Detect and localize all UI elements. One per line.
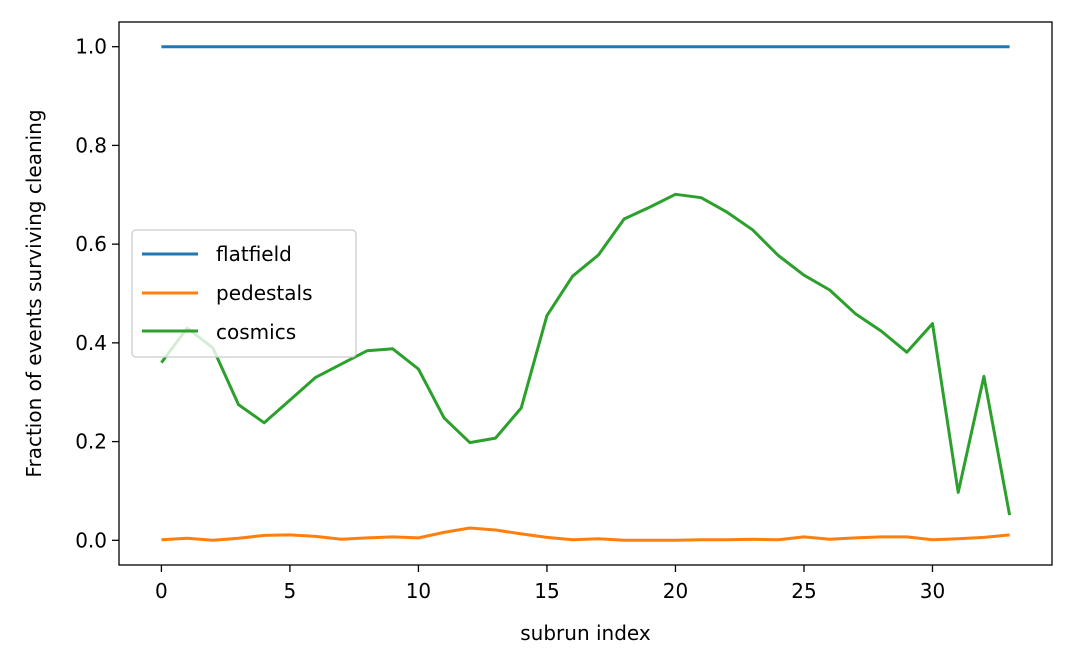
legend-label-flatfield: flatfield — [216, 242, 292, 266]
tick-layer: 0 5 10 15 20 25 30 0.0 0.2 0.4 0.6 0.8 1.0 — [75, 35, 945, 603]
y-tick-label: 0.6 — [75, 232, 107, 256]
axes-frame — [118, 21, 1053, 566]
y-tick-label: 0.4 — [75, 331, 107, 355]
x-tick-label: 25 — [791, 579, 816, 603]
series-layer — [160, 45, 1012, 542]
legend-label-cosmics: cosmics — [216, 320, 296, 344]
series-line-cosmics — [160, 192, 1012, 516]
legend-frame — [131, 229, 357, 358]
x-tick-label: 15 — [534, 579, 559, 603]
x-axis-label: subrun index — [520, 621, 651, 645]
x-tick-label: 10 — [406, 579, 431, 603]
x-tick-label: 20 — [663, 579, 688, 603]
y-tick-label: 0.2 — [75, 430, 107, 454]
y-tick-label: 1.0 — [75, 35, 107, 59]
y-axis-label: Fraction of events surviving cleaning — [22, 109, 46, 477]
y-tick-label: 0.0 — [75, 528, 107, 552]
legend-label-pedestals: pedestals — [216, 281, 313, 305]
x-tick-label: 30 — [920, 579, 945, 603]
series-line-pedestals — [161, 526, 1010, 542]
x-tick-label: 0 — [155, 579, 168, 603]
y-tick-label: 0.8 — [75, 133, 107, 157]
legend: flatfield pedestals cosmics — [131, 229, 357, 358]
x-tick-label: 5 — [284, 579, 297, 603]
